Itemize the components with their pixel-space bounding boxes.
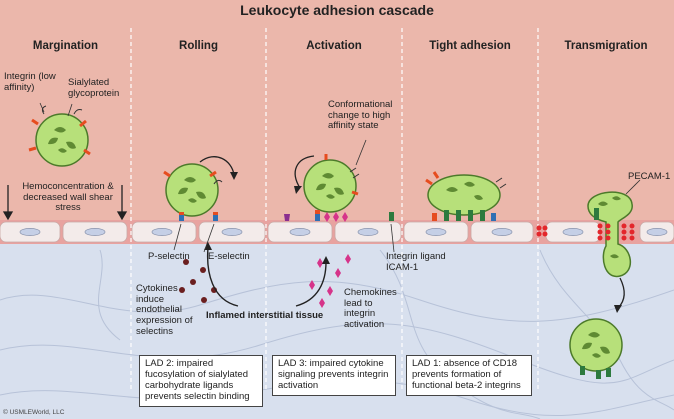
- stage-tight-adhesion: Tight adhesion: [429, 40, 511, 52]
- label-sialylated-glycoprotein: Sialylated glycoprotein: [68, 77, 120, 99]
- label-conformational-change: Conformational change to high affinity s…: [328, 99, 393, 132]
- leukocyte-tight-adhesion: [425, 171, 507, 221]
- copyright: © USMLEWorld, LLC: [3, 409, 65, 416]
- leukocyte-activation: [284, 139, 394, 222]
- endothelial-cells: [0, 221, 674, 243]
- label-hemoconcentration: Hemoconcentration & decreased wall shear…: [22, 181, 114, 214]
- label-pecam-1: PECAM-1: [628, 171, 671, 182]
- chemokine-diamonds: [309, 254, 351, 308]
- lad1-box: LAD 1: absence of CD18 prevents formatio…: [406, 355, 532, 396]
- label-integrin-ligand-icam1: Integrin ligand ICAM-1: [386, 251, 446, 273]
- margination-arrows: [2, 185, 128, 221]
- stage-rolling: Rolling: [179, 40, 218, 52]
- diagram-title: Leukocyte adhesion cascade: [240, 2, 434, 18]
- cytokine-dots: [179, 259, 217, 303]
- label-inflamed-tissue: Inflamed interstitial tissue: [206, 310, 324, 321]
- stage-transmigration: Transmigration: [564, 40, 648, 52]
- lad2-box: LAD 2: impaired fucosylation of sialylat…: [139, 355, 263, 407]
- leukocyte-transmigrating: [536, 179, 641, 379]
- label-integrin-low-affinity: Integrin (low affinity): [4, 71, 56, 93]
- label-cytokines: Cytokines induce endothelial expression …: [136, 283, 193, 337]
- leukocyte-rolling: [163, 156, 238, 221]
- lad3-box: LAD 3: impaired cytokine signaling preve…: [272, 355, 396, 396]
- label-e-selectin: E-selectin: [208, 251, 250, 262]
- inflamed-arrows: [206, 247, 327, 307]
- stage-margination: Margination: [32, 40, 99, 52]
- stage-activation: Activation: [306, 40, 362, 52]
- label-chemokines: Chemokines lead to integrin activation: [344, 287, 397, 330]
- stage-dividers: [130, 28, 539, 390]
- leukocyte-margination: [28, 102, 91, 167]
- label-p-selectin: P-selectin: [148, 251, 190, 262]
- label-pointers: [173, 223, 395, 253]
